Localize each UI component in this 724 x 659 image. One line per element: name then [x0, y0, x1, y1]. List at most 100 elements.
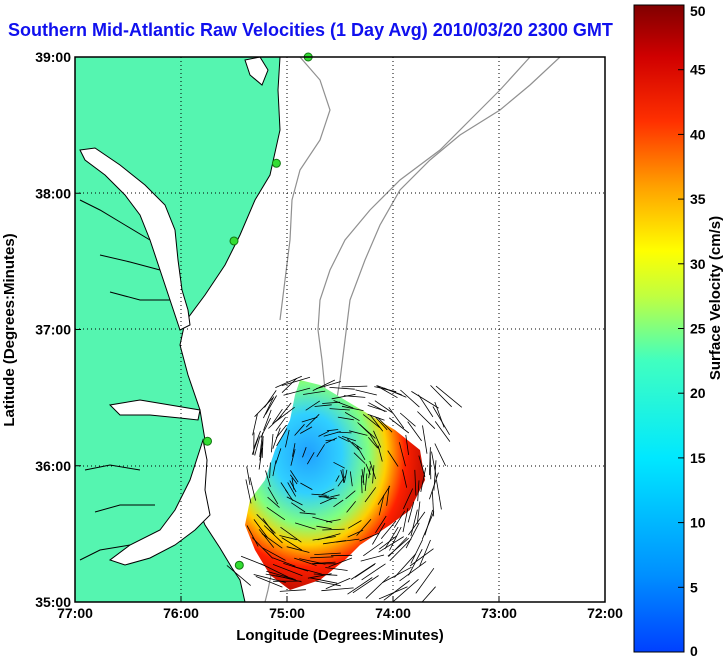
- velocity-arrow: [353, 452, 366, 464]
- velocity-arrow: [378, 536, 404, 553]
- station-markers: [203, 52, 313, 570]
- velocity-arrow: [347, 438, 360, 451]
- velocity-arrow: [431, 451, 437, 478]
- velocity-arrow: [345, 490, 356, 500]
- velocity-arrow: [261, 533, 283, 549]
- colorbar-tick-label: 25: [690, 321, 706, 337]
- x-axis-label: Longitude (Degrees:Minutes): [236, 627, 444, 644]
- velocity-arrow: [373, 430, 382, 448]
- velocity-arrow: [417, 411, 436, 429]
- velocity-arrow: [400, 389, 420, 408]
- station-marker: [271, 158, 281, 168]
- velocity-arrow: [365, 575, 390, 599]
- velocity-arrow: [359, 423, 376, 439]
- velocity-arrow: [344, 412, 360, 422]
- velocity-arrow: [281, 378, 297, 393]
- velocity-arrow: [258, 447, 263, 470]
- velocity-arrow: [393, 510, 406, 528]
- velocity-arrow: [388, 417, 410, 434]
- y-axis-label: Latitude (Degrees:Minutes): [1, 233, 18, 426]
- x-tick-label: 74:00: [375, 605, 411, 621]
- velocity-arrow: [253, 574, 286, 583]
- velocity-arrow: [362, 414, 381, 429]
- velocity-arrow: [416, 501, 421, 524]
- velocity-arrow: [287, 482, 297, 497]
- velocity-arrow: [409, 548, 434, 567]
- velocity-arrow: [375, 515, 387, 534]
- velocity-arrow: [294, 522, 316, 530]
- velocity-arrow: [341, 436, 357, 442]
- velocity-arrow: [266, 570, 294, 580]
- velocity-arrow: [360, 475, 363, 494]
- velocity-arrow: [328, 557, 353, 568]
- velocity-arrow: [305, 414, 320, 428]
- velocity-arrow: [226, 565, 251, 586]
- x-tick-label: 73:00: [481, 605, 517, 621]
- velocity-arrow: [338, 436, 350, 443]
- x-tick-label: 77:00: [57, 605, 93, 621]
- velocity-arrow: [260, 417, 271, 438]
- velocity-arrow: [318, 495, 330, 499]
- velocity-arrow: [408, 511, 426, 536]
- velocity-arrow: [302, 447, 307, 458]
- velocity-arrow: [321, 587, 354, 592]
- velocity-arrow: [253, 430, 261, 449]
- velocity-arrow: [286, 546, 310, 553]
- velocity-arrow: [341, 405, 364, 411]
- velocity-arrow: [315, 381, 342, 390]
- velocity-arrow: [259, 432, 263, 458]
- colorbar-tick-label: 10: [690, 515, 706, 531]
- velocity-arrow: [255, 576, 283, 588]
- velocity-arrow: [310, 556, 334, 559]
- station-marker: [229, 236, 239, 246]
- velocity-arrow: [356, 518, 372, 536]
- velocity-arrow: [272, 408, 283, 425]
- velocity-arrow: [315, 580, 341, 587]
- y-axis: 39:00 38:00 37:00 36:00 35:00: [35, 49, 81, 610]
- velocity-arrow: [361, 469, 365, 486]
- velocity-arrow: [261, 439, 264, 458]
- velocity-arrow: [384, 526, 399, 550]
- velocity-arrow: [372, 522, 386, 545]
- velocity-arrow: [253, 519, 268, 538]
- velocity-arrow: [301, 416, 318, 423]
- velocity-arrow: [422, 425, 428, 454]
- velocity-arrow: [260, 563, 289, 578]
- velocity-arrow: [408, 549, 423, 576]
- velocity-arrow: [347, 577, 373, 595]
- velocity-arrow: [355, 389, 377, 396]
- velocity-arrow: [429, 472, 439, 500]
- velocity-arrow: [341, 385, 368, 388]
- velocity-arrow: [280, 526, 302, 543]
- velocity-arrow: [251, 537, 273, 559]
- velocity-arrow: [275, 425, 287, 439]
- velocity-arrow: [364, 473, 368, 492]
- velocity-arrow: [285, 489, 294, 502]
- velocity-arrow: [362, 467, 365, 483]
- velocity-arrow: [346, 501, 357, 513]
- velocity-arrow: [369, 414, 384, 432]
- colorbar-tick-label: 20: [690, 385, 706, 401]
- velocity-arrow: [291, 478, 295, 490]
- velocity-arrow: [342, 468, 345, 483]
- velocity-arrow: [258, 529, 275, 548]
- velocity-arrow: [337, 431, 352, 434]
- colorbar-tick-label: 45: [690, 62, 706, 78]
- velocity-arrow: [314, 404, 332, 407]
- velocity-arrow: [326, 429, 339, 432]
- velocity-arrow: [276, 575, 302, 583]
- velocity-arrow: [402, 508, 409, 533]
- velocity-arrow: [294, 424, 305, 436]
- velocity-arrow: [398, 442, 406, 467]
- velocity-arrow: [383, 580, 410, 601]
- velocity-arrow: [314, 561, 336, 564]
- velocity-arrow: [272, 427, 281, 449]
- velocity-arrow: [405, 434, 409, 455]
- map-title: Southern Mid-Atlantic Raw Velocities (1 …: [8, 20, 613, 40]
- potomac-river: [79, 199, 170, 301]
- velocity-arrow: [316, 444, 326, 458]
- bathymetry-contour: [279, 57, 331, 321]
- velocity-arrow: [276, 428, 288, 447]
- velocity-arrow: [374, 400, 393, 413]
